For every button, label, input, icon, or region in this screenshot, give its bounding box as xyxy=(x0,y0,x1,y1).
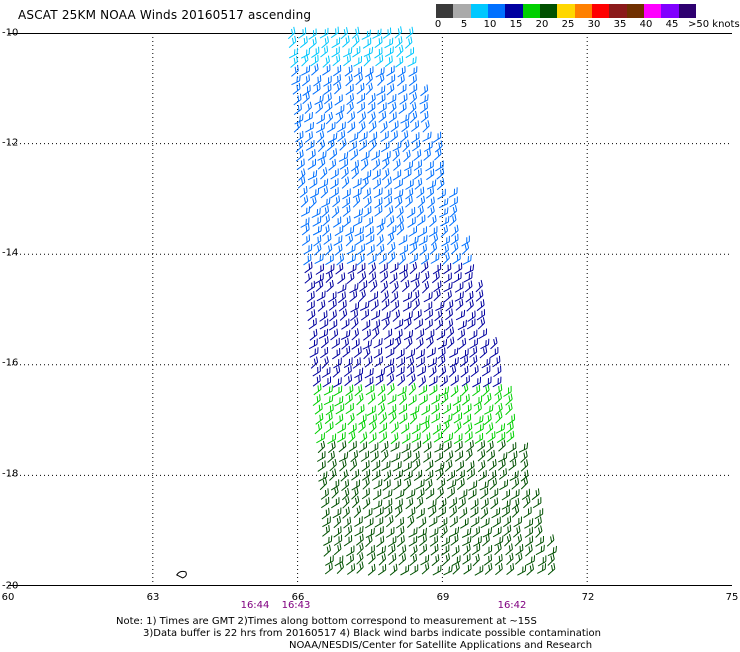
colorbar-label: 35 xyxy=(613,19,627,30)
colorbar-label: 20 xyxy=(535,19,549,30)
colorbar-swatch xyxy=(609,4,627,18)
colorbar-swatch xyxy=(591,4,610,18)
colorbar-swatch xyxy=(436,4,454,18)
time-label: 16:42 xyxy=(497,600,527,611)
colorbar-label: >50 knots xyxy=(688,19,740,30)
x-tick-label: 72 xyxy=(581,592,595,603)
speed-colorbar xyxy=(436,4,696,18)
colorbar-label: 10 xyxy=(483,19,497,30)
footnote-line: 3)Data buffer is 22 hrs from 20160517 4)… xyxy=(143,628,601,639)
colorbar-swatch xyxy=(574,4,592,18)
y-tick-label: -12 xyxy=(2,137,19,149)
y-tick-label: -18 xyxy=(2,468,19,480)
time-label: 16:43 xyxy=(281,600,311,611)
x-tick-label: 60 xyxy=(1,592,15,603)
colorbar-swatch xyxy=(470,4,488,18)
colorbar-swatch xyxy=(539,4,558,18)
colorbar-label: 30 xyxy=(587,19,601,30)
y-tick-label: -14 xyxy=(2,247,19,259)
x-tick-label: 69 xyxy=(436,592,450,603)
x-tick-label: 63 xyxy=(146,592,160,603)
x-tick-label: 75 xyxy=(725,592,739,603)
colorbar-swatch xyxy=(661,4,679,18)
footnote: Note: 1) Times are GMT 2)Times along bot… xyxy=(0,616,740,652)
colorbar-swatch xyxy=(643,4,662,18)
time-label: 16:44 xyxy=(240,600,270,611)
plot-area xyxy=(8,33,732,586)
colorbar-swatch xyxy=(678,4,696,18)
colorbar-label: 45 xyxy=(665,19,679,30)
colorbar-swatch xyxy=(453,4,471,18)
colorbar-swatch xyxy=(557,4,575,18)
y-tick-label: -20 xyxy=(2,580,19,592)
colorbar-label: 0 xyxy=(434,19,442,30)
colorbar-label: 15 xyxy=(509,19,523,30)
colorbar-label: 25 xyxy=(561,19,575,30)
footnote-line: Note: 1) Times are GMT 2)Times along bot… xyxy=(116,616,537,627)
y-tick-label: -10 xyxy=(2,27,19,39)
colorbar-swatch xyxy=(522,4,540,18)
footnote-line: NOAA/NESDIS/Center for Satellite Applica… xyxy=(289,640,593,651)
colorbar-swatch xyxy=(487,4,506,18)
y-tick-label: -16 xyxy=(2,357,19,369)
colorbar-swatch xyxy=(626,4,644,18)
colorbar-labels: 0 5 10 15 20 25 30 35 40 45 >50 knots xyxy=(434,19,740,33)
chart-title: ASCAT 25KM NOAA Winds 20160517 ascending xyxy=(18,8,312,22)
x-tick-label: 66 xyxy=(291,592,305,603)
colorbar-swatch xyxy=(505,4,523,18)
colorbar-label: 40 xyxy=(639,19,653,30)
colorbar-label: 5 xyxy=(460,19,468,30)
